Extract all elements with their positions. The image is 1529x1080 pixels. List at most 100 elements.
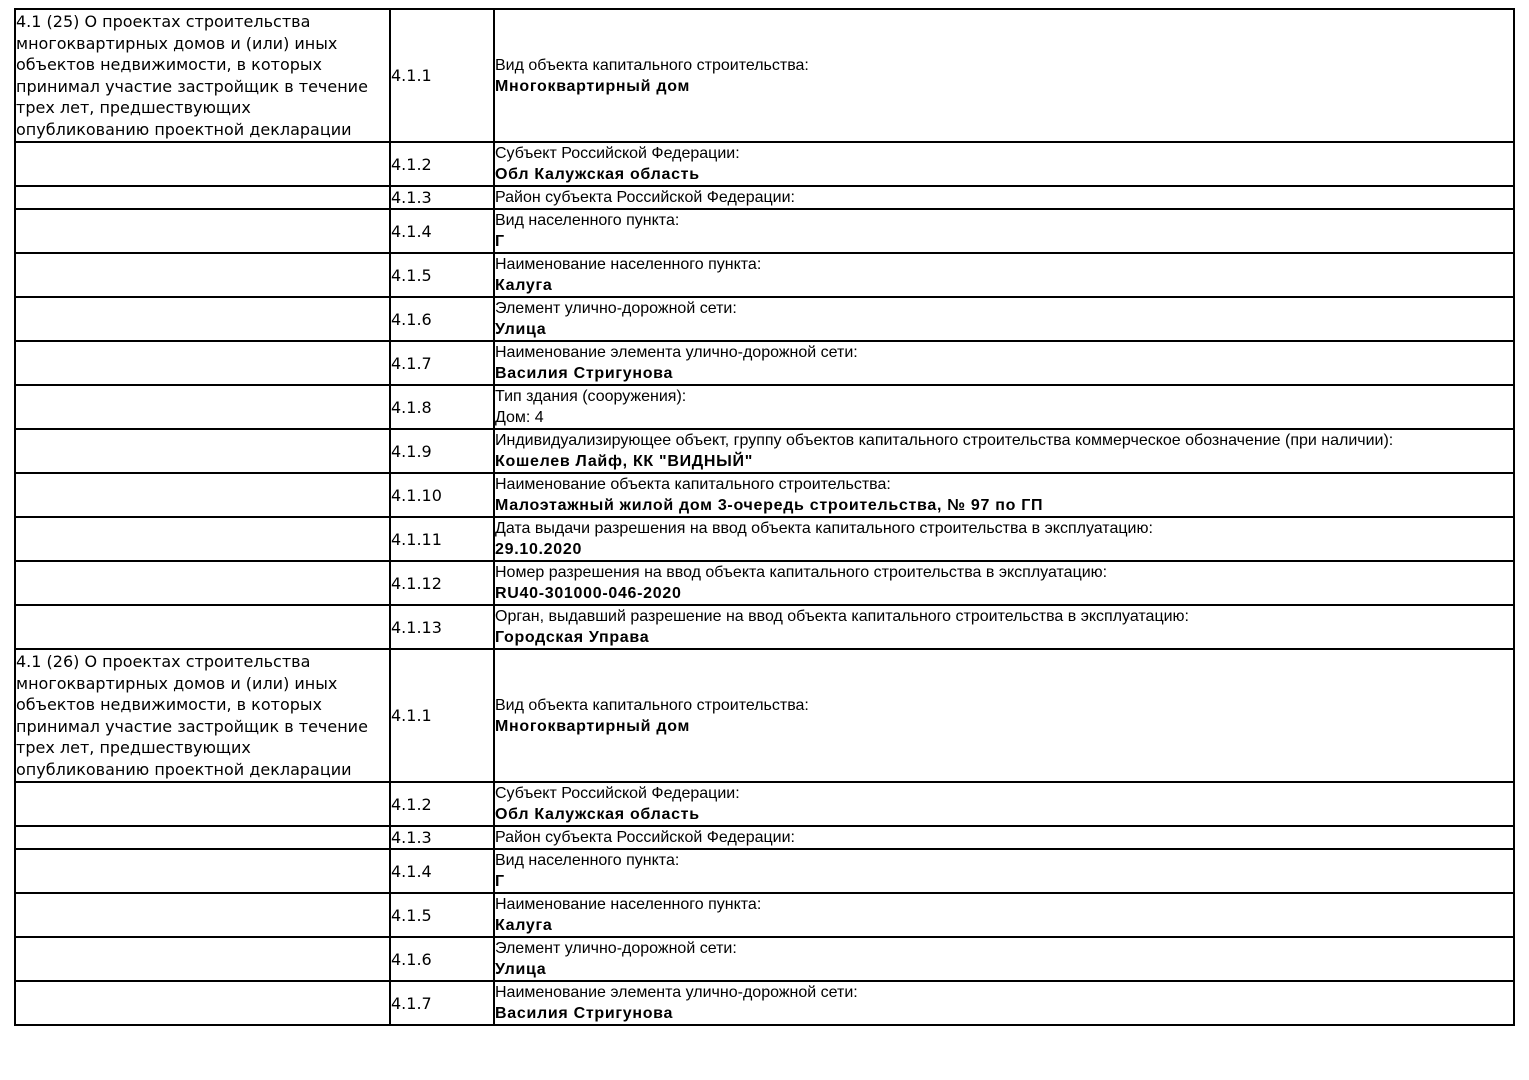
table-row: 4.1.3 Район субъекта Российской Федераци… [14, 825, 1515, 850]
item-number-cell: 4.1.10 [389, 472, 495, 518]
item-value: Улица [495, 961, 547, 978]
project-declaration-table: 4.1 (25) О проектах строительства многок… [14, 8, 1515, 1026]
section-description-cell [14, 185, 391, 210]
item-number: 4.1.8 [391, 397, 432, 417]
table-row: 4.1.6 Элемент улично-дорожной сети: Улиц… [14, 936, 1515, 982]
table-row: 4.1.5 Наименование населенного пункта: К… [14, 892, 1515, 938]
section-description-cell [14, 472, 391, 518]
item-number-cell: 4.1.3 [389, 185, 495, 210]
item-number-cell: 4.1.5 [389, 252, 495, 298]
item-value: Калуга [495, 277, 553, 294]
item-label: Район субъекта Российской Федерации: [495, 829, 795, 846]
item-label: Вид населенного пункта: [495, 852, 680, 869]
section-description-cell [14, 340, 391, 386]
section-description-cell [14, 252, 391, 298]
item-number-cell: 4.1.6 [389, 936, 495, 982]
item-number: 4.1.5 [391, 265, 432, 285]
section-description-cell [14, 825, 391, 850]
item-value: Улица [495, 321, 547, 338]
item-number-cell: 4.1.6 [389, 296, 495, 342]
section-description-cell [14, 208, 391, 254]
section-description-cell [14, 781, 391, 827]
item-number: 4.1.1 [391, 706, 432, 725]
table-row: 4.1.11 Дата выдачи разрешения на ввод об… [14, 516, 1515, 562]
item-content-cell: Район субъекта Российской Федерации: [493, 185, 1515, 210]
item-content-cell: Вид населенного пункта: Г [493, 848, 1515, 894]
item-value: RU40-301000-046-2020 [495, 585, 682, 602]
table-row: 4.1.3 Район субъекта Российской Федераци… [14, 185, 1515, 210]
item-value: Обл Калужская область [495, 166, 700, 183]
table-row: 4.1 (25) О проектах строительства многок… [14, 8, 1515, 143]
section-description: 4.1 (26) О проектах строительства многок… [16, 652, 368, 779]
section-description-cell [14, 560, 391, 606]
item-number: 4.1.6 [391, 949, 432, 969]
item-number-cell: 4.1.9 [389, 428, 495, 474]
item-number-cell: 4.1.12 [389, 560, 495, 606]
item-content-cell: Орган, выдавший разрешение на ввод объек… [493, 604, 1515, 650]
item-value: Многоквартирный дом [495, 77, 690, 95]
item-content-cell: Индивидуализирующее объект, группу объек… [493, 428, 1515, 474]
item-label: Наименование элемента улично-дорожной се… [495, 344, 858, 361]
item-value: Обл Калужская область [495, 806, 700, 823]
item-number: 4.1.1 [391, 66, 432, 85]
table-row: 4.1.10 Наименование объекта капитального… [14, 472, 1515, 518]
item-number: 4.1.10 [391, 485, 442, 505]
item-value: Калуга [495, 917, 553, 934]
item-number-cell: 4.1.2 [389, 141, 495, 187]
item-number-cell: 4.1.3 [389, 825, 495, 850]
item-value: Малоэтажный жилой дом 3-очередь строител… [495, 497, 1044, 514]
table-body: 4.1 (25) О проектах строительства многок… [14, 8, 1515, 1026]
table-row: 4.1.5 Наименование населенного пункта: К… [14, 252, 1515, 298]
item-content-cell: Наименование объекта капитального строит… [493, 472, 1515, 518]
item-label: Наименование населенного пункта: [495, 896, 762, 913]
item-label: Наименование элемента улично-дорожной се… [495, 984, 858, 1001]
section-description-cell: 4.1 (26) О проектах строительства многок… [14, 648, 391, 783]
table-row: 4.1.6 Элемент улично-дорожной сети: Улиц… [14, 296, 1515, 342]
item-content-cell: Наименование элемента улично-дорожной се… [493, 980, 1515, 1026]
item-value: Василия Стригунова [495, 365, 674, 382]
item-label: Субъект Российской Федерации: [495, 145, 740, 162]
item-number: 4.1.7 [391, 993, 432, 1013]
item-number: 4.1.2 [391, 154, 432, 174]
item-content-cell: Элемент улично-дорожной сети: Улица [493, 296, 1515, 342]
item-label: Индивидуализирующее объект, группу объек… [495, 432, 1394, 449]
item-content-cell: Субъект Российской Федерации: Обл Калужс… [493, 781, 1515, 827]
table-row: 4.1.7 Наименование элемента улично-дорож… [14, 340, 1515, 386]
item-content-cell: Номер разрешения на ввод объекта капитал… [493, 560, 1515, 606]
item-content-cell: Вид объекта капитального строительства: … [493, 8, 1515, 143]
item-label: Номер разрешения на ввод объекта капитал… [495, 564, 1108, 581]
item-value: Василия Стригунова [495, 1005, 674, 1022]
item-number: 4.1.3 [391, 188, 432, 207]
item-label: Вид объекта капитального строительства: [495, 56, 809, 74]
item-number: 4.1.6 [391, 309, 432, 329]
item-number-cell: 4.1.7 [389, 980, 495, 1026]
item-number-cell: 4.1.2 [389, 781, 495, 827]
table-row: 4.1.2 Субъект Российской Федерации: Обл … [14, 141, 1515, 187]
section-description-cell [14, 384, 391, 430]
item-number: 4.1.7 [391, 353, 432, 373]
table-row: 4.1.12 Номер разрешения на ввод объекта … [14, 560, 1515, 606]
item-number-cell: 4.1.1 [389, 648, 495, 783]
item-number-cell: 4.1.4 [389, 848, 495, 894]
item-content-cell: Дата выдачи разрешения на ввод объекта к… [493, 516, 1515, 562]
table-row: 4.1.7 Наименование элемента улично-дорож… [14, 980, 1515, 1026]
section-description-cell [14, 296, 391, 342]
item-number-cell: 4.1.11 [389, 516, 495, 562]
item-content-cell: Вид населенного пункта: Г [493, 208, 1515, 254]
item-number: 4.1.4 [391, 861, 432, 881]
item-value: 29.10.2020 [495, 541, 583, 558]
item-number: 4.1.5 [391, 905, 432, 925]
item-content-cell: Наименование населенного пункта: Калуга [493, 252, 1515, 298]
item-content-cell: Субъект Российской Федерации: Обл Калужс… [493, 141, 1515, 187]
item-value: Дом: 4 [495, 409, 544, 426]
item-number-cell: 4.1.1 [389, 8, 495, 143]
item-number: 4.1.11 [391, 529, 442, 549]
item-label: Орган, выдавший разрешение на ввод объек… [495, 608, 1189, 625]
item-number-cell: 4.1.5 [389, 892, 495, 938]
item-label: Наименование населенного пункта: [495, 256, 762, 273]
item-content-cell: Вид объекта капитального строительства: … [493, 648, 1515, 783]
item-label: Наименование объекта капитального строит… [495, 476, 891, 493]
table-row: 4.1.9 Индивидуализирующее объект, группу… [14, 428, 1515, 474]
item-number: 4.1.13 [391, 617, 442, 637]
item-label: Субъект Российской Федерации: [495, 785, 740, 802]
